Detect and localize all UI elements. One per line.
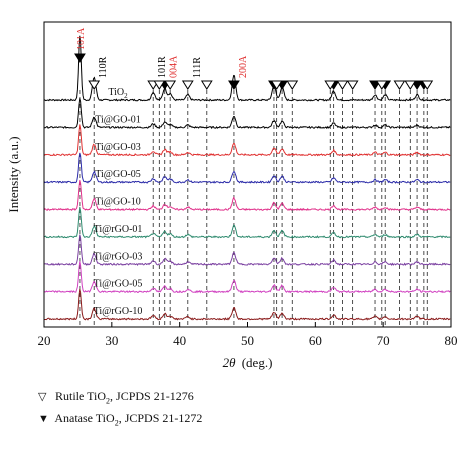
y-axis-label: Intensity (a.u.) <box>6 136 21 212</box>
trace-Ti@rGO-01 <box>43 206 451 239</box>
legend-anatase-ref: , JCPDS 21-1272 <box>118 411 203 425</box>
anatase-marker-2 <box>228 80 240 90</box>
xrd-traces <box>43 35 451 321</box>
rutile-marker-3 <box>164 80 177 90</box>
y-axis-label-group: Intensity (a.u.) <box>6 136 21 212</box>
legend-rutile-text: Rutile TiO <box>55 389 107 403</box>
legend-anatase-text: Anatase TiO <box>54 411 115 425</box>
peak-label-111R: 111R <box>192 57 203 78</box>
series-label-2: Ti@GO-03 <box>95 142 141 153</box>
reference-lines <box>79 90 428 327</box>
x-axis-label: 2θ (deg.) <box>223 355 273 370</box>
peak-markers <box>74 53 434 90</box>
trace-Ti@GO-05 <box>43 152 451 184</box>
series-label-8: Ti@rGO-10 <box>94 306 143 317</box>
x-tick-label-80: 80 <box>445 333 458 348</box>
rutile-marker-5 <box>200 80 213 90</box>
rutile-marker-6 <box>270 80 283 90</box>
series-labels: TiO2 Ti@GO-01 Ti@GO-03 Ti@GO-05 Ti@GO-10 Ti@r… <box>94 87 143 317</box>
rutile-marker-13 <box>404 80 417 90</box>
rutile-marker-10 <box>346 80 359 90</box>
trace-Ti@GO-03 <box>43 124 451 157</box>
rutile-marker-14 <box>421 80 434 90</box>
legend-anatase-sub: 2 <box>114 418 119 428</box>
x-axis-label-unit: (deg.) <box>242 355 273 370</box>
trace-TiO2 <box>43 35 451 102</box>
series-label-7: Ti@rGO-05 <box>94 279 143 290</box>
peak-label-101R: 101R <box>157 56 168 78</box>
series-label-6: Ti@rGO-03 <box>94 251 143 262</box>
series-label-3: Ti@GO-05 <box>95 169 141 180</box>
x-tick-label-60: 60 <box>309 333 322 348</box>
series-label-4: Ti@GO-10 <box>95 197 141 208</box>
anatase-triangle-icon: ▼ <box>38 413 49 425</box>
trace-Ti@GO-10 <box>43 180 451 212</box>
rutile-marker-9 <box>336 80 349 90</box>
x-tick-label-40: 40 <box>173 333 186 348</box>
x-tick-label-30: 30 <box>105 333 118 348</box>
series-label-1: Ti@GO-01 <box>95 114 141 125</box>
peak-label-004A: 004A <box>169 55 180 78</box>
trace-Ti@rGO-05 <box>43 261 451 294</box>
x-tick-label-20: 20 <box>38 333 51 348</box>
x-axis-ticks: 20 30 40 50 60 70 80 <box>38 322 458 348</box>
rutile-marker-12 <box>393 80 406 90</box>
trace-Ti@rGO-10 <box>43 288 451 321</box>
rutile-marker-7 <box>286 80 299 90</box>
trace-Ti@rGO-03 <box>43 234 451 266</box>
peak-label-101A: 101A <box>76 27 87 50</box>
rutile-triangle-icon: ▽ <box>38 391 47 403</box>
peak-label-110R: 110R <box>98 56 109 78</box>
series-label-sub: 2 <box>124 92 128 100</box>
rutile-marker-8 <box>324 80 337 90</box>
x-axis-label-var: 2θ <box>223 355 237 370</box>
legend-rutile: ▽ Rutile TiO2, JCPDS 21-1276 <box>38 389 194 405</box>
rutile-marker-0 <box>88 80 101 90</box>
peak-label-200A: 200A <box>238 55 249 78</box>
rutile-marker-11 <box>375 80 388 90</box>
peak-labels: 101A 110R 101R 004A 111R 200A <box>76 27 249 78</box>
series-label-5: Ti@rGO-01 <box>94 224 143 235</box>
rutile-marker-2 <box>153 80 166 90</box>
legend-rutile-sub: 2 <box>106 396 111 406</box>
trace-Ti@GO-01 <box>43 98 451 130</box>
legend-anatase: ▼ Anatase TiO2, JCPDS 21-1272 <box>38 411 202 427</box>
x-tick-label-70: 70 <box>377 333 390 348</box>
legend-rutile-ref: , JCPDS 21-1276 <box>110 389 194 403</box>
anatase-marker-0 <box>74 53 86 63</box>
x-tick-label-50: 50 <box>241 333 254 348</box>
series-label-0: TiO2 <box>108 87 128 100</box>
rutile-marker-4 <box>181 80 194 90</box>
series-label-main: TiO <box>108 87 124 98</box>
